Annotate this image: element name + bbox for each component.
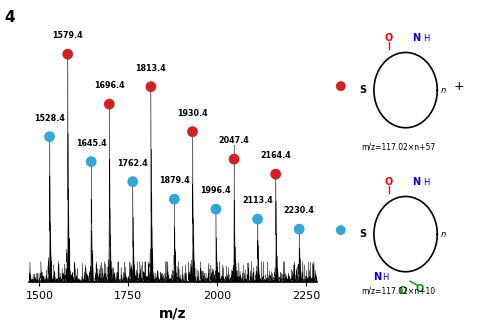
Point (106, 102, 113, 107)
Text: 2113.4: 2113.4 (242, 196, 273, 205)
Text: 2164.4: 2164.4 (260, 151, 291, 160)
Point (337, 228, 345, 233)
Point (147, 84, 155, 89)
Text: 1879.4: 1879.4 (159, 176, 190, 185)
Text: m/z=117.02×n+10: m/z=117.02×n+10 (361, 287, 435, 296)
Text: 1930.4: 1930.4 (177, 109, 208, 118)
Text: 1528.4: 1528.4 (34, 114, 65, 123)
X-axis label: m/z: m/z (159, 306, 187, 320)
Text: 1762.4: 1762.4 (118, 159, 148, 168)
Text: n: n (441, 86, 445, 95)
Point (295, 227, 303, 232)
Text: 2230.4: 2230.4 (284, 206, 314, 215)
Point (254, 217, 262, 222)
Point (337, 84, 345, 89)
Text: 4: 4 (5, 10, 15, 25)
Point (170, 196, 178, 202)
Text: O: O (416, 284, 424, 294)
Point (129, 179, 137, 184)
Text: n: n (441, 230, 445, 239)
Text: H: H (423, 178, 430, 187)
Point (230, 156, 238, 162)
Point (87, 159, 95, 164)
Text: 1813.4: 1813.4 (135, 64, 166, 73)
Text: S: S (359, 229, 366, 239)
Text: O: O (398, 285, 407, 296)
Text: 1645.4: 1645.4 (76, 139, 107, 148)
Text: 1696.4: 1696.4 (94, 81, 125, 91)
Text: +: + (454, 80, 464, 92)
Text: N: N (412, 33, 420, 43)
Text: O: O (385, 177, 393, 187)
Text: N: N (412, 177, 420, 187)
Text: S: S (359, 85, 366, 95)
Text: m/z=117.02×n+57: m/z=117.02×n+57 (361, 143, 435, 152)
Point (212, 207, 220, 212)
Text: 2047.4: 2047.4 (219, 136, 250, 145)
Text: 1579.4: 1579.4 (52, 31, 83, 40)
Point (64, 52, 72, 57)
Text: N: N (373, 272, 381, 282)
Point (189, 129, 196, 134)
Text: H: H (382, 273, 389, 282)
Text: 1996.4: 1996.4 (201, 186, 231, 196)
Point (46, 134, 53, 139)
Text: O: O (385, 33, 393, 43)
Text: H: H (423, 34, 430, 43)
Point (272, 172, 279, 177)
